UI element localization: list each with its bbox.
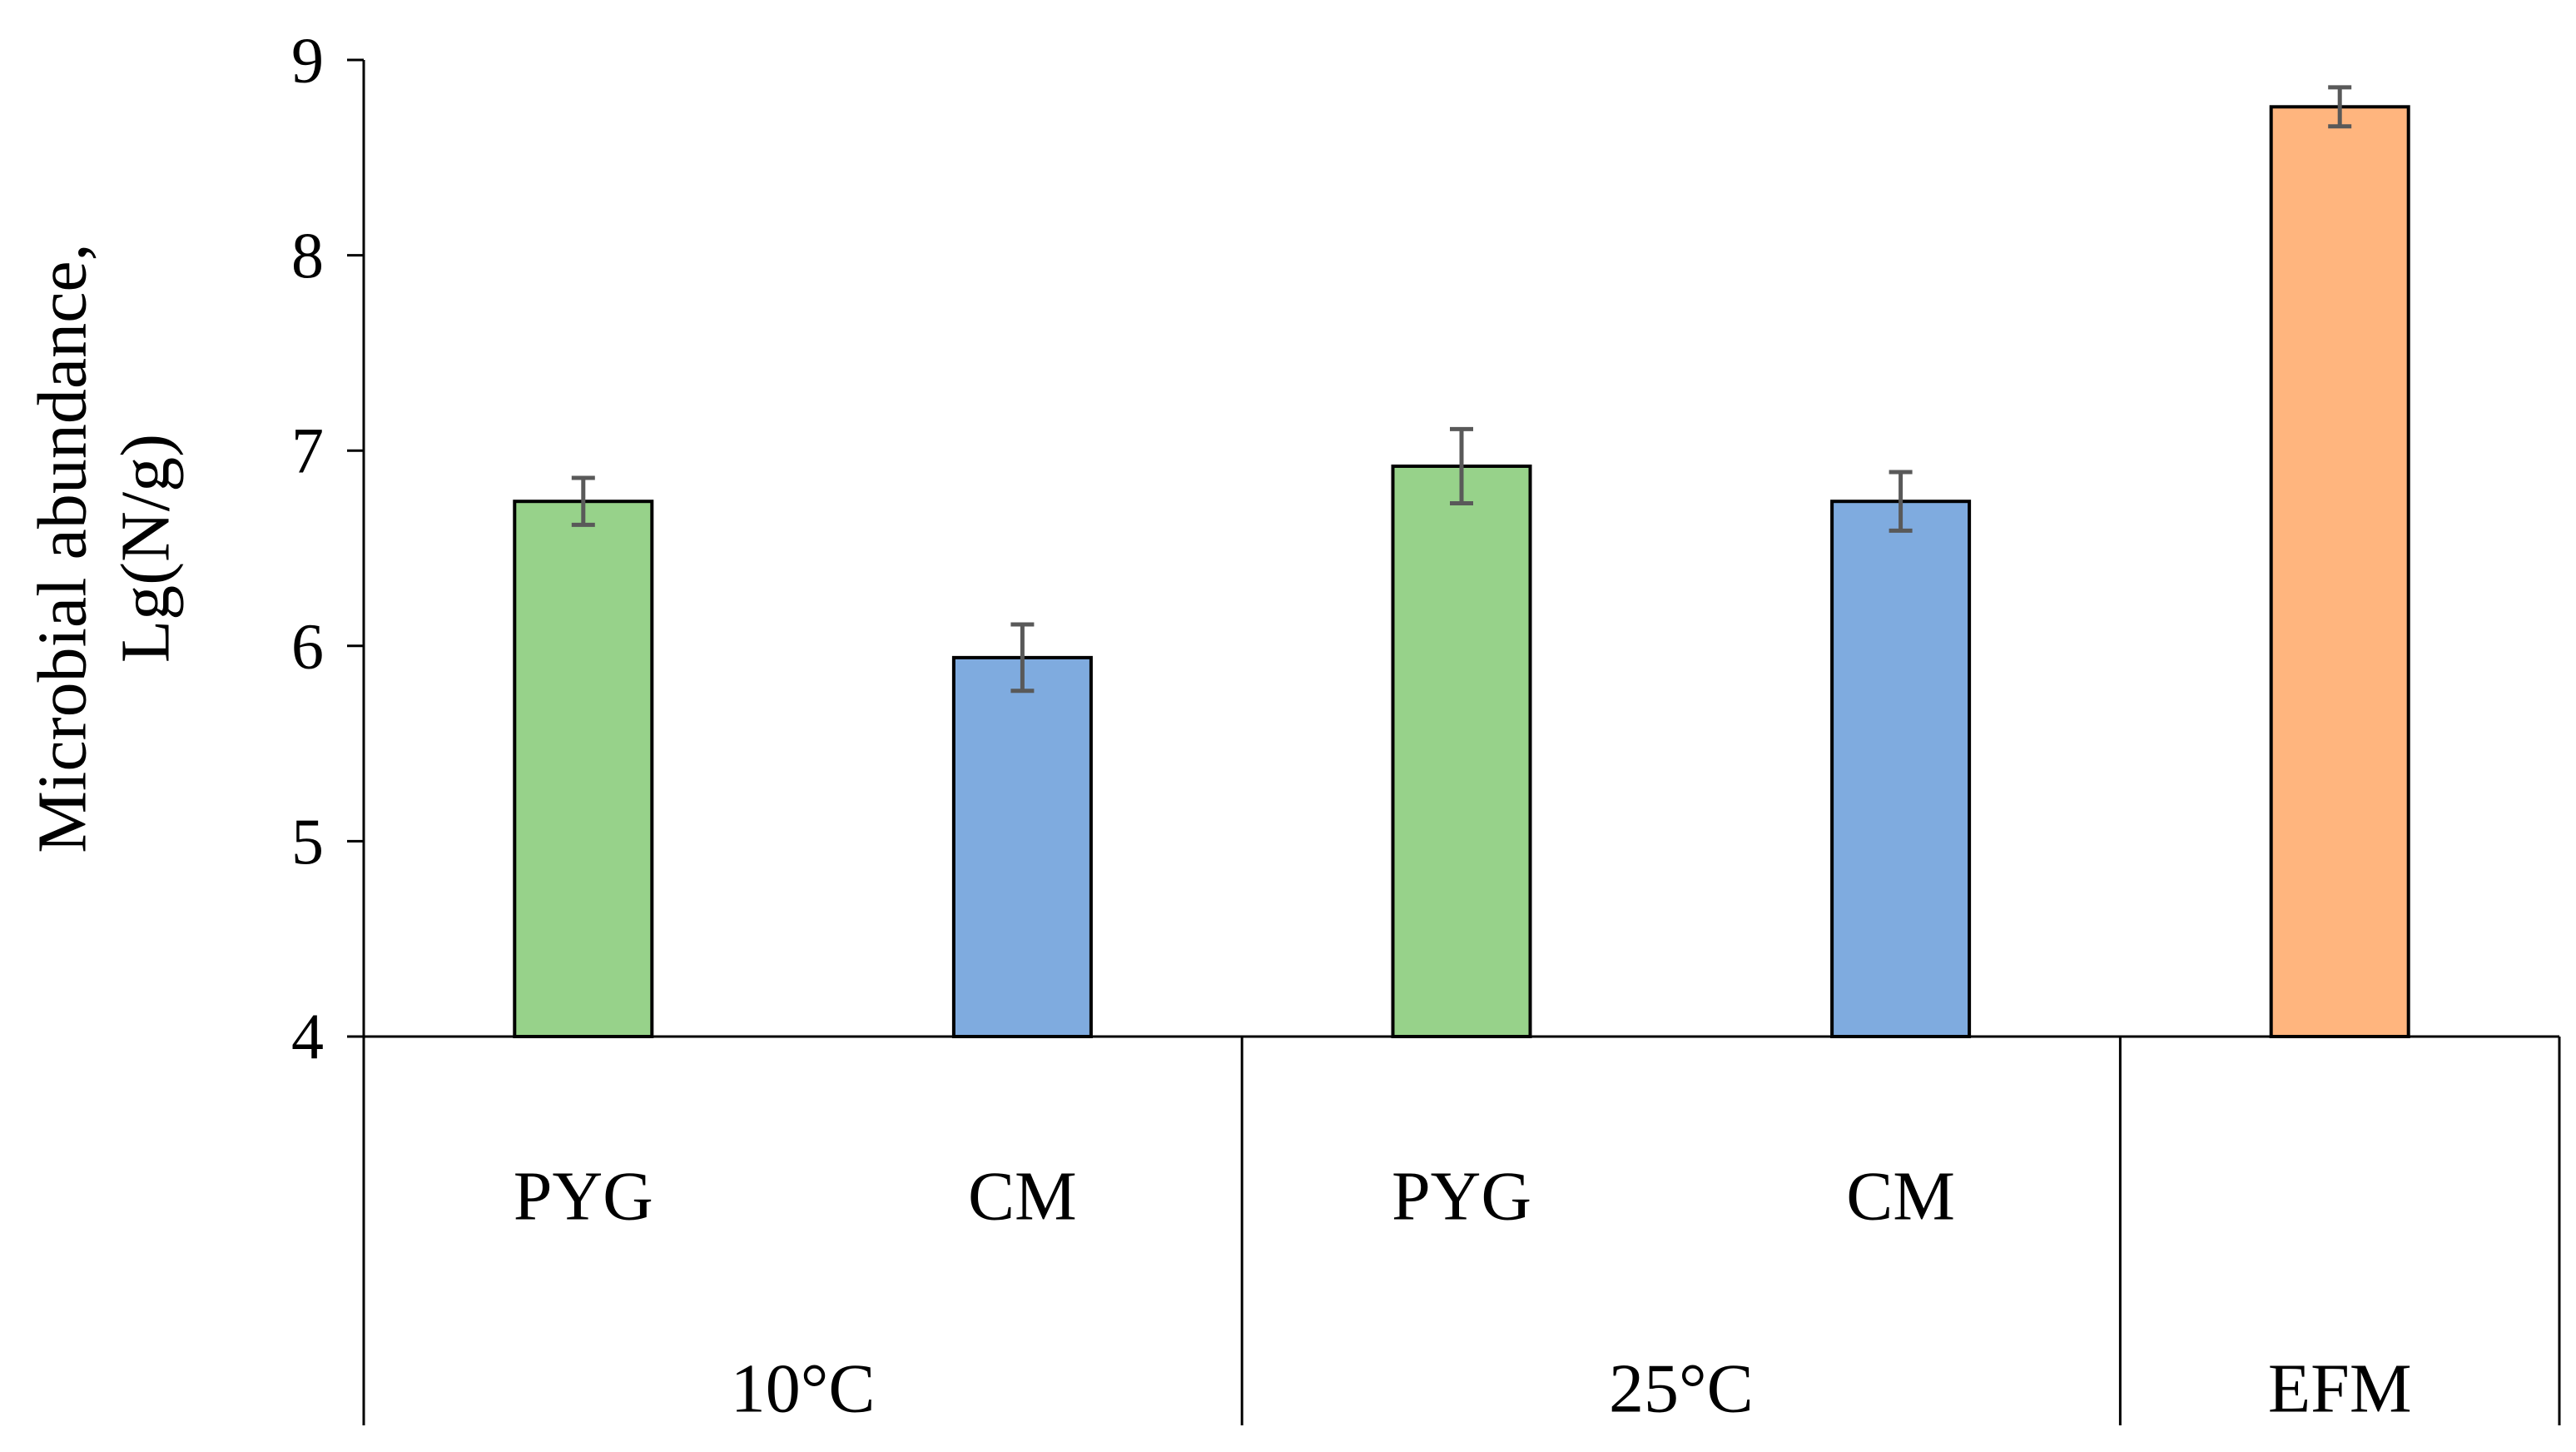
y-axis-label-line: Microbial abundance, — [24, 243, 102, 853]
error-bars — [571, 85, 2352, 694]
x-category-label: CM — [1846, 1158, 1955, 1236]
bar — [1391, 464, 1532, 1038]
x-group-label: 25°C — [1609, 1350, 1754, 1428]
bar — [2269, 105, 2410, 1039]
y-axis-label: Microbial abundance, Lg(N/g) — [24, 243, 185, 853]
x-group-label: 10°C — [731, 1350, 876, 1428]
bar — [513, 500, 654, 1038]
bar — [951, 655, 1093, 1038]
y-tick-label: 9 — [291, 24, 324, 97]
bar — [1830, 500, 1972, 1038]
y-tick-label: 5 — [291, 805, 324, 878]
y-axis: 4 5 6 7 8 9 — [291, 24, 365, 1425]
x-axis: PYG CM 10°C PYG CM 25°C EFM — [364, 1035, 2561, 1428]
y-tick-label: 6 — [291, 609, 324, 682]
y-axis-label-line: Lg(N/g) — [107, 434, 185, 663]
y-tick-label: 7 — [291, 415, 324, 487]
x-group-label: EFM — [2268, 1350, 2412, 1428]
x-category-label: CM — [968, 1158, 1077, 1236]
bars — [513, 105, 2410, 1039]
x-category-label: PYG — [514, 1158, 653, 1236]
y-tick-label: 4 — [291, 1001, 324, 1073]
x-category-label: PYG — [1392, 1158, 1531, 1236]
y-tick-label: 8 — [291, 219, 324, 291]
